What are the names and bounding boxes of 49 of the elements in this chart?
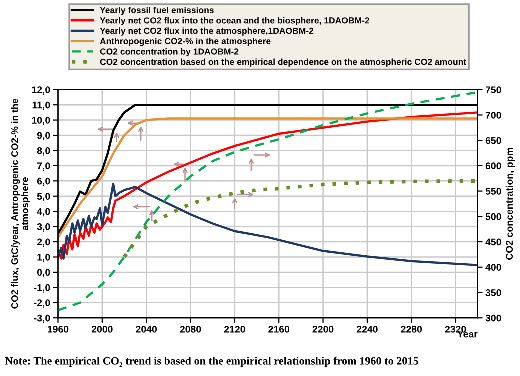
x-tick-label: 2280: [401, 326, 422, 333]
y2-tick-label: 350: [486, 289, 502, 296]
y-tick-label: 6,0: [37, 178, 50, 186]
y-tick-label: 9,0: [37, 132, 50, 141]
y-tick-label: 11,0: [32, 102, 50, 110]
x-tick-label: 2200: [312, 326, 334, 333]
y-tick-label: -2,0: [34, 300, 50, 308]
y2-tick-label: 550: [486, 188, 502, 195]
y2-tick-label: 600: [486, 162, 502, 170]
x-axis-title: Year: [458, 330, 478, 338]
line-series: [122, 179, 478, 260]
y-tick-label: 3,0: [37, 224, 50, 232]
x-tick-label: 2000: [92, 326, 113, 333]
legend-label: Yearly fossil fuel emissions: [100, 7, 214, 16]
legend-label: CO2 concentration based on the empirical dependence on the atmospheric CO2 amount: [100, 58, 466, 67]
y-tick-label: 4,0: [37, 208, 50, 217]
y-tick-label: 5,0: [37, 193, 50, 202]
line-series: [58, 112, 478, 260]
legend-label: CO2 concentration by 1DAOBM-2: [100, 48, 239, 57]
y2-tick-label: 450: [486, 238, 502, 246]
line-series: [58, 183, 478, 266]
x-tick-label: 2080: [180, 326, 202, 333]
y2-tick-label: 700: [486, 112, 502, 119]
legend-label: Anthropogenic CO2-% in the atmosphere: [100, 38, 271, 46]
y-tick-label: 2,0: [37, 238, 50, 248]
legend-label: Yearly net CO2 flux into the ocean and the biosphere, 1DAOBM-2: [100, 17, 370, 26]
y2-tick-label: 400: [486, 264, 502, 271]
x-tick-label: 2320: [445, 326, 466, 333]
x-tick-label: 2040: [136, 326, 157, 333]
y-tick-label: 8,0: [37, 147, 50, 156]
y-tick-label: 7,0: [38, 162, 50, 171]
y2-axis-title: CO2 concentration, ppm: [506, 148, 515, 260]
y-tick-label: 1,0: [38, 254, 50, 262]
legend-label: Yearly net CO2 flux into the atmosphere,1DAOBM-2: [100, 28, 314, 36]
y2-tick-label: 300: [486, 314, 502, 322]
y-tick-label: 12,0: [32, 86, 50, 95]
y2-tick-label: 500: [486, 213, 502, 220]
x-tick-label: 2160: [268, 326, 290, 333]
x-tick-label: 2240: [356, 326, 378, 333]
y-axis-title: CO2 flux, GtC/year, Antropogenic CO2-% in the atmosphere: [11, 98, 30, 309]
y-tick-label: -1,0: [34, 284, 50, 293]
y2-tick-label: 750: [486, 86, 502, 94]
y-tick-label: -3,0: [34, 314, 50, 324]
y-tick-label: 0,0: [37, 269, 50, 278]
y-tick-label: 10,0: [32, 117, 50, 126]
x-tick-label: 2120: [224, 326, 246, 333]
y2-tick-label: 650: [486, 137, 502, 144]
x-tick-label: 1960: [48, 326, 69, 333]
text: Note: The empirical CO₂ trend is based on the empirical relationship from 1960 to 2015: [5, 356, 418, 368]
